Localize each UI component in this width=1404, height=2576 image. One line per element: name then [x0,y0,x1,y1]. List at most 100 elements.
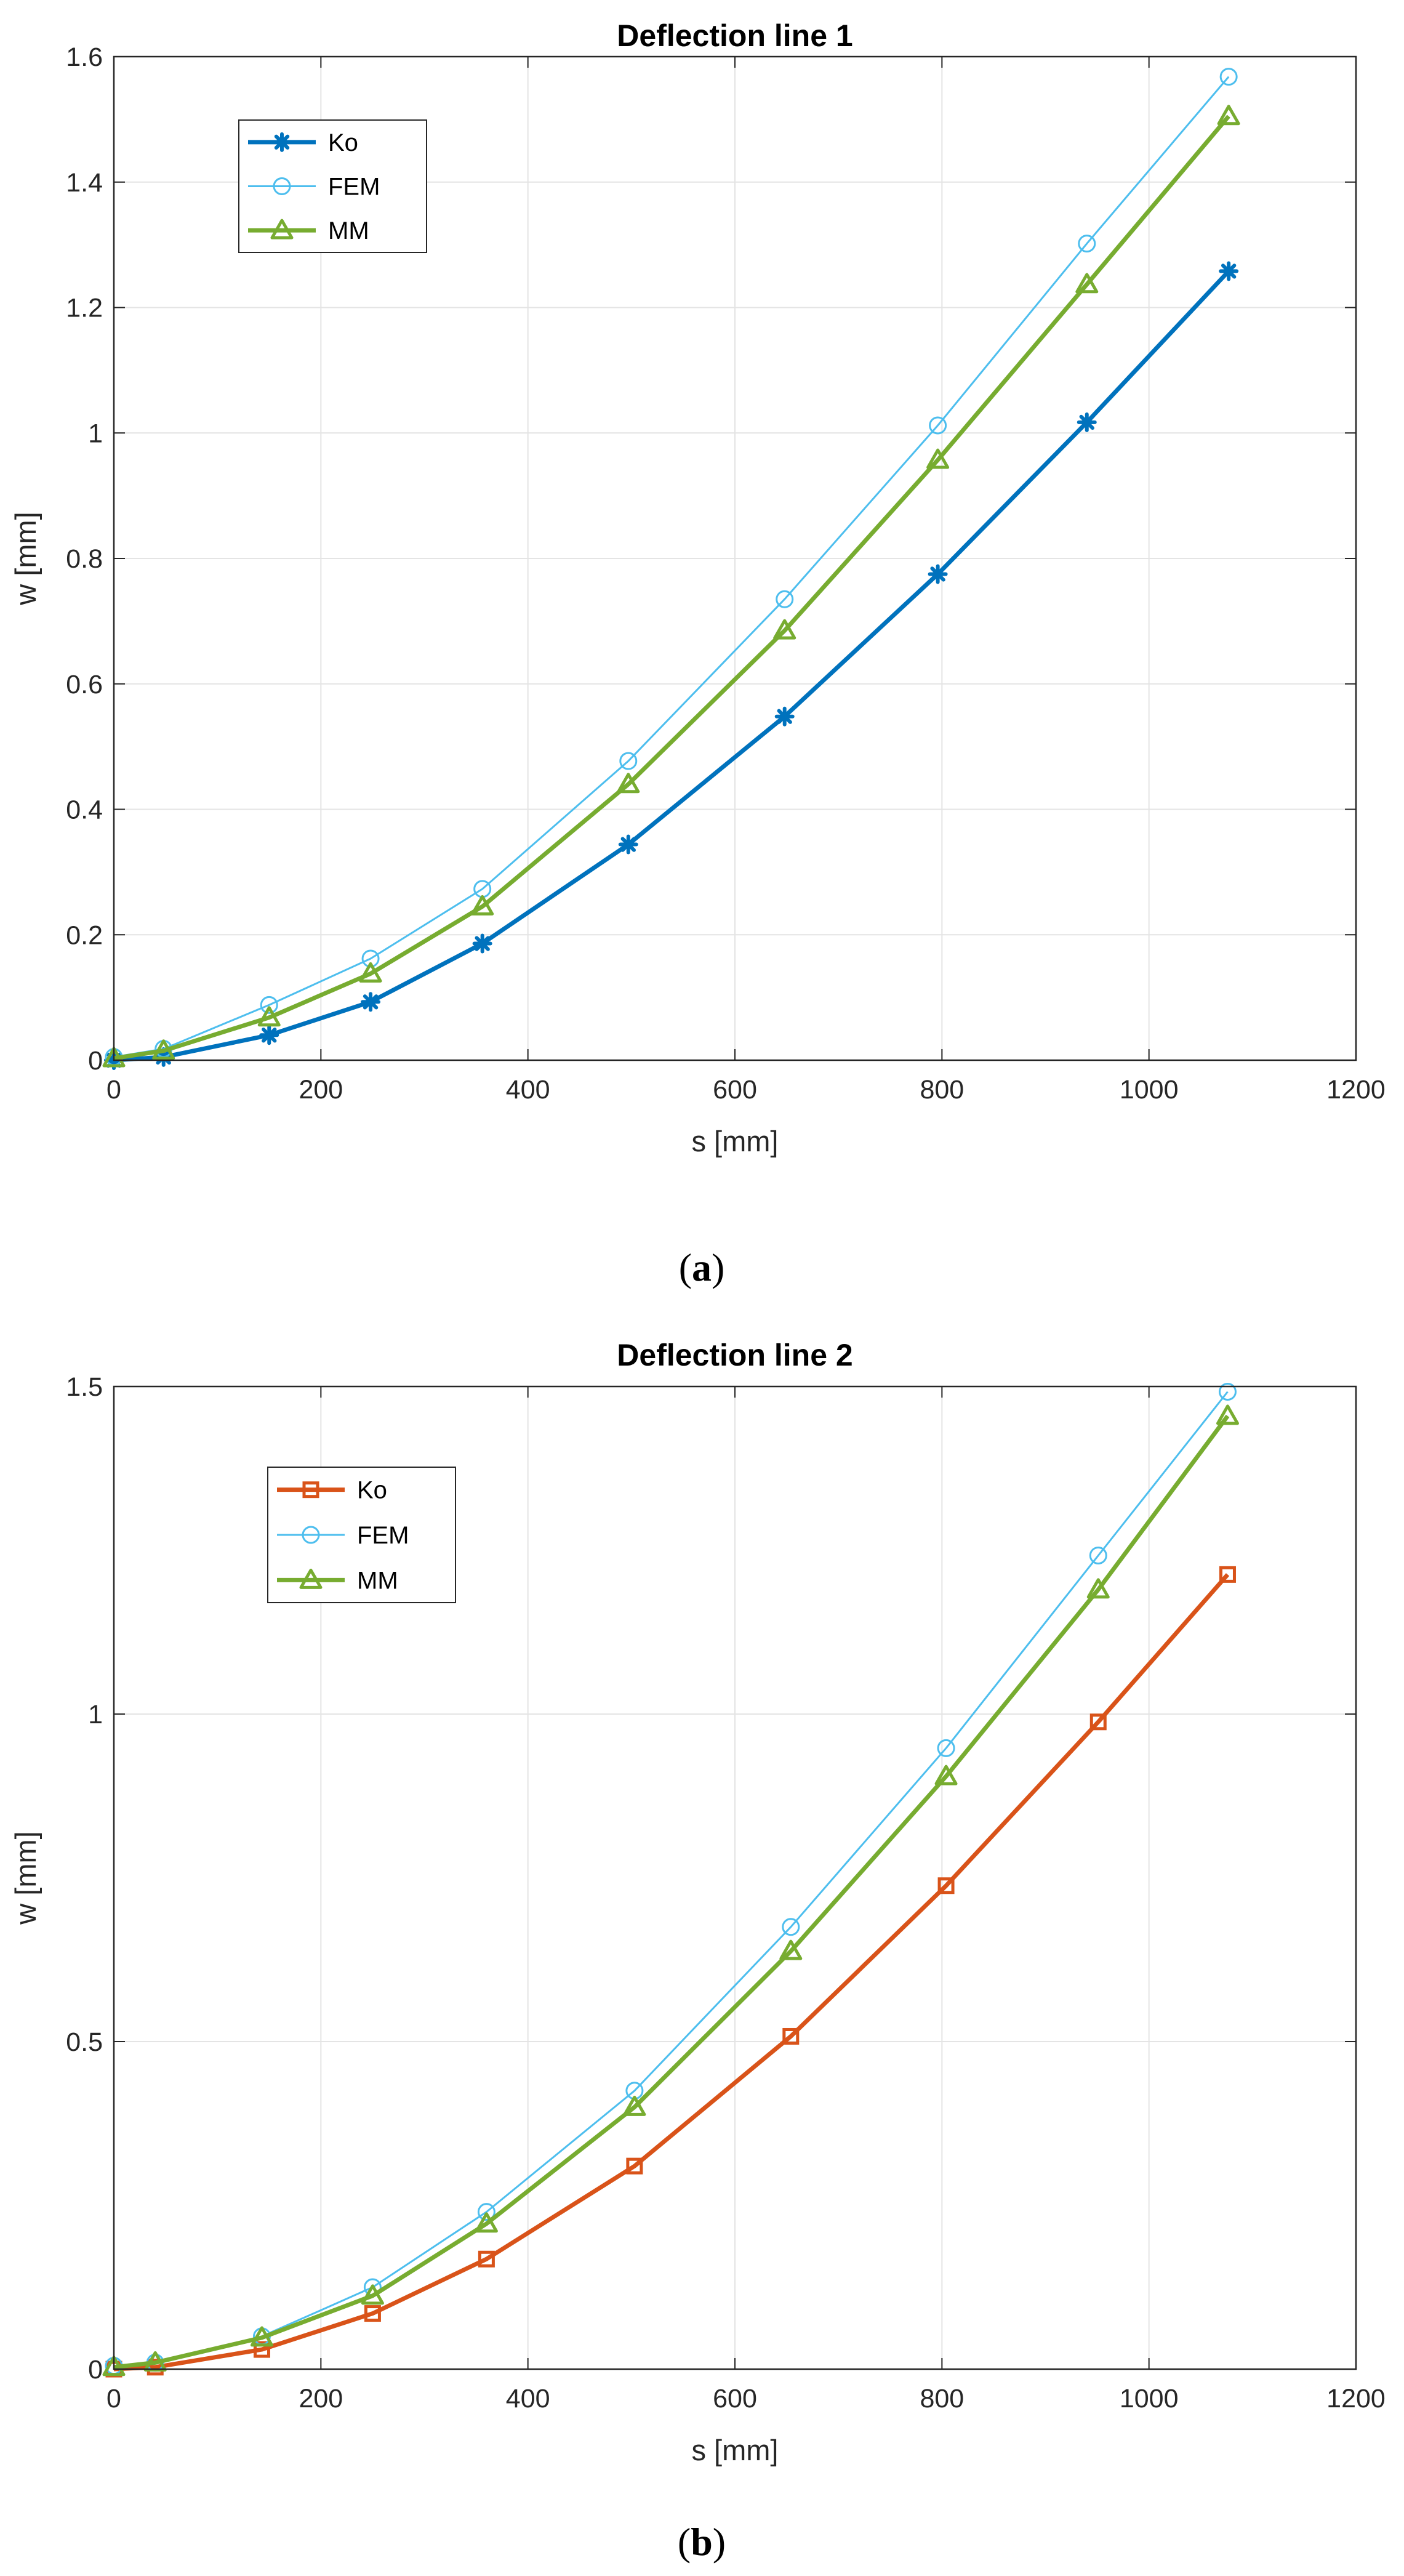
legend: Ko FEM MM [267,1467,456,1603]
x-tick-label: 800 [920,2384,964,2413]
y-tick-label: 1.4 [66,168,103,198]
data-point-fem [260,996,278,1014]
data-point-ko [478,2250,495,2268]
legend-label-fem: FEM [328,174,380,201]
x-tick-label: 1000 [1120,1075,1179,1105]
data-point-ko [259,1025,279,1045]
data-point-mm [102,1047,126,1068]
data-point-mm [143,2351,167,2372]
data-point-fem [929,416,947,435]
y-tick-label: 1.2 [66,294,103,323]
y-axis-label: w [mm] [9,512,42,605]
data-point-mm [1086,1578,1110,1599]
data-point-fem [1219,68,1238,86]
data-point-fem [776,590,794,608]
y-tick-label: 0.6 [66,670,103,699]
data-point-ko [361,992,381,1012]
y-tick-label: 0.8 [66,544,103,574]
x-tick-label: 0 [106,1075,121,1105]
series-line-ko [113,1573,1230,2372]
x-tick-label: 1200 [1326,2384,1386,2413]
data-point-fem [782,1918,800,1936]
series-line-fem [113,76,1230,1058]
legend-label-ko: Ko [357,1477,387,1504]
data-point-mm [773,619,796,640]
axes-frame [113,1385,1357,2370]
x-tick-label: 200 [299,1075,343,1105]
y-tick-label: 0 [88,1046,103,1076]
legend-marker-mm [270,219,294,239]
data-point-ko [364,2305,381,2322]
x-axis-label: s [mm] [692,1125,779,1157]
data-point-mm [471,895,494,916]
x-tick-label: 400 [506,2384,550,2413]
legend-label-mm: MM [328,217,369,244]
data-point-ko [472,933,492,954]
data-point-ko [928,564,948,584]
data-point-ko [626,2157,643,2175]
x-tick-label: 600 [713,1075,757,1105]
x-tick-label: 200 [299,2384,343,2413]
y-tick-label: 0 [88,2355,103,2385]
figure-caption: (b) [678,2520,726,2564]
x-tick-label: 400 [506,1075,550,1105]
data-point-ko [618,834,638,855]
deflection-chart-2: 0 200 400 600 800 1000 1200 0 0.5 1 1.5 Deflection … [9,1338,1386,2564]
figure-caption: (a) [679,1246,725,1289]
series-line-ko [113,270,1230,1063]
legend-marker-fem [273,177,291,195]
series-ko [104,261,1239,1070]
data-point-mm [1217,105,1240,126]
data-point-mm [250,2326,273,2347]
data-point-mm [1216,1404,1239,1425]
chart-title: Deflection line 1 [617,18,852,53]
data-point-ko [774,706,795,727]
x-tick-label: 1200 [1326,1075,1386,1105]
data-point-mm [617,773,640,794]
data-point-fem [477,2203,495,2221]
data-point-ko [782,2027,800,2045]
data-point-mm [359,962,382,983]
legend-label-fem: FEM [357,1522,409,1549]
legend-label-mm: MM [357,1567,398,1594]
legend-marker-ko [272,132,292,152]
y-tick-label: 1.6 [66,42,103,72]
data-point-mm [623,2095,646,2116]
axes-frame [113,55,1357,1061]
data-point-mm [926,448,950,469]
y-tick-label: 1 [88,1700,103,1729]
data-point-fem [1218,1383,1237,1401]
chart-title: Deflection line 2 [617,1338,852,1372]
series-line-mm [113,1414,1230,2370]
data-point-mm [779,1939,803,1960]
y-tick-label: 1.5 [66,1372,103,1402]
series-mm [102,105,1240,1068]
y-axis-label: w [mm] [9,1831,42,1925]
data-point-fem [1078,235,1096,253]
data-point-fem [937,1739,955,1757]
y-tick-label: 1 [88,419,103,448]
series-mm [102,1404,1239,2377]
data-point-ko [1219,1566,1236,1583]
data-point-fem [619,752,638,770]
x-tick-label: 600 [713,2384,757,2413]
data-point-fem [1089,1547,1107,1565]
series-ko [105,1566,1236,2378]
data-point-mm [361,2284,384,2305]
data-point-ko [1219,261,1239,281]
data-point-mm [102,2356,126,2377]
deflection-chart-1: 0 200 400 600 800 1000 1200 0 0.2 0.4 0.6 0.8 1 1.2 1.… [9,18,1386,1289]
data-point-ko [253,2341,270,2358]
x-tick-label: 0 [106,2384,121,2413]
data-point-mm [257,1006,281,1027]
y-tick-label: 0.5 [66,2027,103,2057]
y-tick-label: 0.4 [66,795,103,825]
data-point-ko [937,1877,955,1894]
legend-marker-fem [302,1526,320,1544]
x-axis-label: s [mm] [692,2434,779,2466]
data-point-mm [475,2212,498,2233]
legend-marker-mm [299,1568,323,1589]
data-point-mm [934,1765,958,1785]
data-point-ko [1077,412,1097,432]
